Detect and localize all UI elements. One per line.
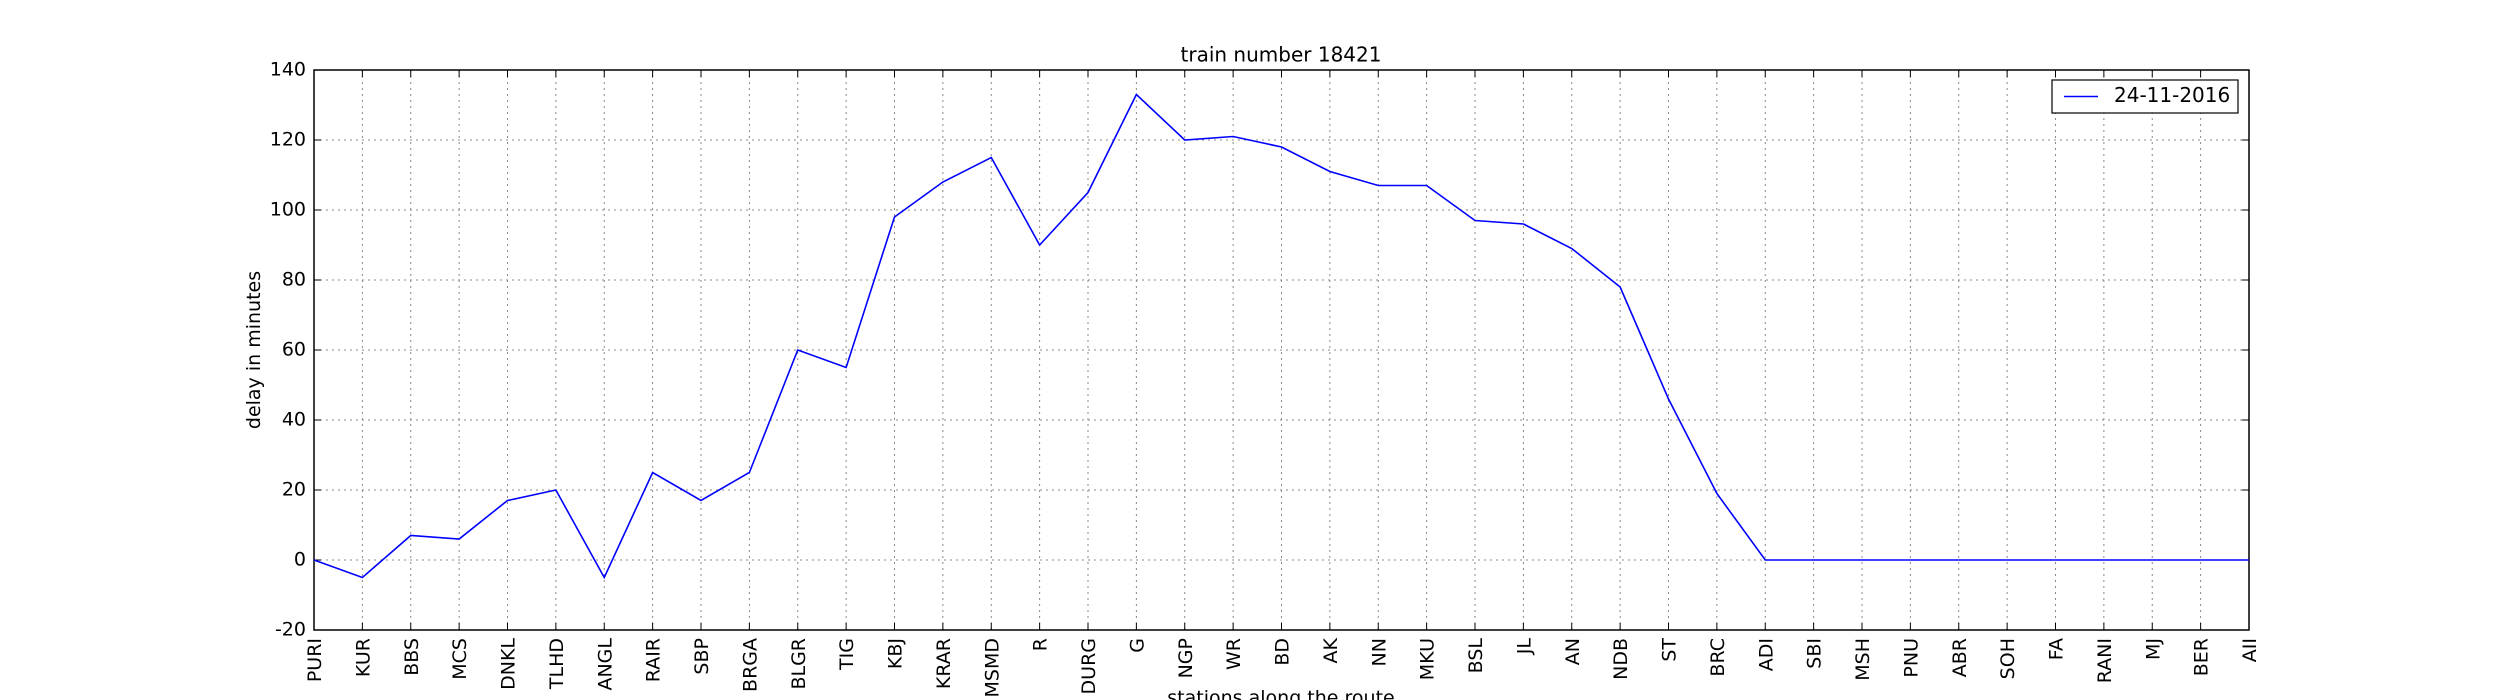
x-tick-label: NGP	[1175, 638, 1197, 678]
x-tick-label: FA	[2046, 638, 2068, 660]
x-tick-label: RAIR	[643, 638, 665, 682]
x-axis-label: stations along the route	[1167, 687, 1394, 700]
x-tick-label: KUR	[352, 638, 374, 677]
x-tick-label: BER	[2191, 638, 2213, 676]
x-tick-label: ADI	[1755, 638, 1777, 671]
x-tick-label: PNU	[1900, 638, 1922, 678]
x-tick-label: KBJ	[885, 638, 907, 669]
x-tick-label: DNKL	[498, 638, 520, 690]
x-tick-label: BLGR	[788, 638, 810, 690]
y-axis-label: delay in minutes	[243, 271, 265, 429]
x-tick-label: SOH	[1997, 638, 2019, 679]
x-tick-label: ABR	[1949, 638, 1971, 677]
x-tick-label: AII	[2239, 638, 2261, 662]
y-tick-label: 100	[270, 199, 306, 221]
y-tick-label: 40	[282, 409, 306, 431]
x-tick-label: MSMD	[981, 638, 1003, 697]
x-tick-label: NDB	[1610, 638, 1632, 680]
plot-frame	[313, 69, 2250, 631]
x-tick-label: TLHD	[546, 638, 568, 690]
y-tick-label: 120	[270, 129, 306, 151]
x-tick-label: MKU	[1417, 638, 1439, 680]
x-tick-label: R	[1030, 638, 1052, 651]
x-tick-label: TIG	[836, 638, 858, 671]
x-tick-label: SBP	[691, 638, 713, 675]
x-tick-label: SBI	[1804, 638, 1826, 669]
data-line	[313, 93, 2249, 580]
y-tick-label: 20	[282, 479, 306, 501]
chart-title: train number 18421	[1181, 43, 1382, 67]
x-tick-label: MCS	[449, 638, 471, 680]
x-tick-label: BSL	[1465, 638, 1487, 674]
y-tick-label: 80	[282, 269, 306, 291]
legend-label: 24-11-2016	[2114, 83, 2230, 107]
x-tick-label: ST	[1659, 638, 1681, 662]
x-tick-label: BRGA	[739, 638, 761, 692]
x-tick-label: NN	[1368, 638, 1390, 666]
x-tick-label: AN	[1562, 638, 1584, 665]
x-tick-label: G	[1126, 638, 1148, 653]
x-tick-label: BD	[1272, 638, 1294, 666]
y-tick-label: -20	[275, 619, 306, 641]
x-tick-label: BBS	[401, 638, 423, 676]
x-tick-label: WR	[1223, 638, 1245, 670]
x-tick-label: KRAR	[933, 638, 955, 689]
y-tick-label: 60	[282, 339, 306, 361]
y-tick-label: 0	[294, 549, 306, 571]
x-tick-label: PURI	[304, 638, 326, 682]
x-tick-label: BRC	[1707, 638, 1729, 677]
y-tick-label: 140	[270, 59, 306, 81]
x-tick-label: JL	[1513, 638, 1535, 656]
x-tick-label: MJ	[2142, 638, 2164, 660]
x-tick-label: DURG	[1078, 638, 1100, 694]
x-tick-label: RANI	[2094, 638, 2116, 683]
x-tick-label: AK	[1320, 637, 1342, 663]
x-tick-label: MSH	[1852, 638, 1874, 681]
x-tick-label: ANGL	[594, 638, 616, 691]
